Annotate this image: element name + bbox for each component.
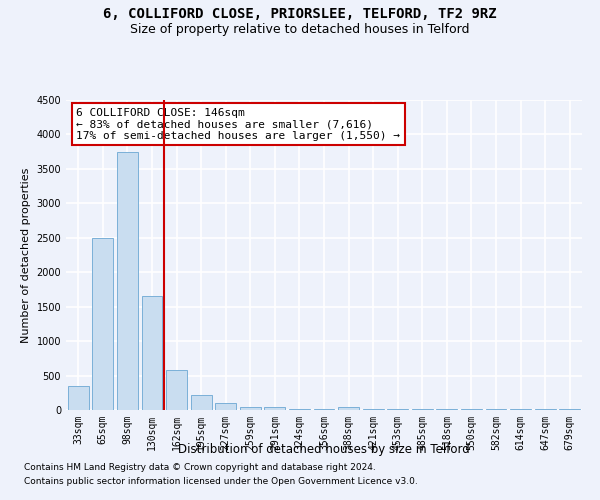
Bar xyxy=(92,238,113,410)
Text: Contains HM Land Registry data © Crown copyright and database right 2024.: Contains HM Land Registry data © Crown c… xyxy=(24,464,376,472)
Text: Contains public sector information licensed under the Open Government Licence v3: Contains public sector information licen… xyxy=(24,477,418,486)
Bar xyxy=(338,406,359,410)
Text: 6 COLLIFORD CLOSE: 146sqm
← 83% of detached houses are smaller (7,616)
17% of se: 6 COLLIFORD CLOSE: 146sqm ← 83% of detac… xyxy=(76,108,400,141)
Bar xyxy=(68,386,89,410)
Bar xyxy=(166,370,187,410)
Bar xyxy=(191,394,212,410)
Bar xyxy=(265,406,286,410)
Text: 6, COLLIFORD CLOSE, PRIORSLEE, TELFORD, TF2 9RZ: 6, COLLIFORD CLOSE, PRIORSLEE, TELFORD, … xyxy=(103,8,497,22)
Y-axis label: Number of detached properties: Number of detached properties xyxy=(21,168,31,342)
Bar xyxy=(142,296,163,410)
Bar xyxy=(117,152,138,410)
Bar xyxy=(215,403,236,410)
Text: Distribution of detached houses by size in Telford: Distribution of detached houses by size … xyxy=(178,442,470,456)
Text: Size of property relative to detached houses in Telford: Size of property relative to detached ho… xyxy=(130,22,470,36)
Bar xyxy=(240,406,261,410)
